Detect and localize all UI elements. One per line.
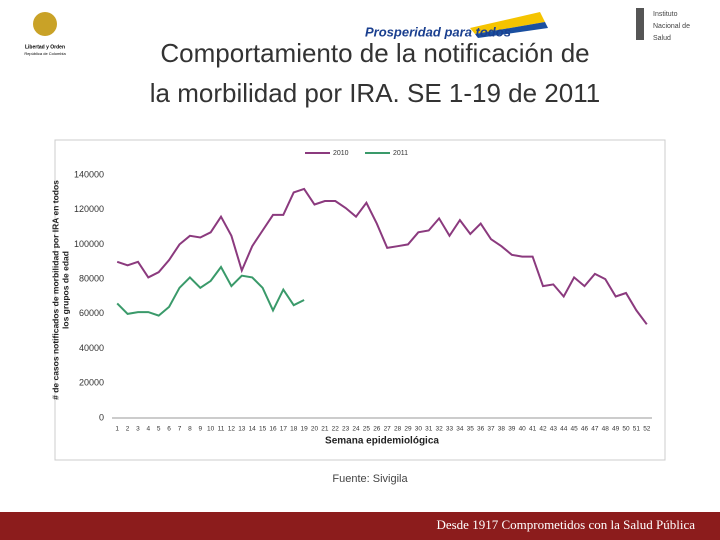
x-tick-label: 9 <box>198 426 202 433</box>
x-tick-label: 42 <box>539 426 547 433</box>
x-tick-label: 17 <box>280 426 288 433</box>
center-logo: Prosperidad para todos <box>365 12 548 39</box>
x-tick-label: 36 <box>477 426 485 433</box>
y-tick-label: 60000 <box>79 308 104 318</box>
left-logo: Libertad y Orden República de Colombia <box>24 12 66 56</box>
x-tick-label: 21 <box>321 426 329 433</box>
logo-text: República de Colombia <box>24 51 66 56</box>
x-tick-label: 31 <box>425 426 433 433</box>
x-tick-label: 10 <box>207 426 215 433</box>
plot: 0 20000 40000 60000 80000 100000 120000 140000 1… <box>50 150 652 447</box>
x-tick-label: 41 <box>529 426 537 433</box>
logo-text: Prosperidad para todos <box>365 24 511 39</box>
y-tick-label: 20000 <box>79 378 104 388</box>
chart-frame <box>54 139 666 461</box>
x-tick-label: 44 <box>560 426 568 433</box>
logo-text: Libertad y Orden <box>25 44 65 50</box>
y-tick-label: 0 <box>99 412 104 422</box>
x-tick-label: 35 <box>467 426 475 433</box>
right-logo: Instituto Nacional de Salud <box>636 8 690 42</box>
x-tick-label: 48 <box>602 426 610 433</box>
series-line <box>116 187 648 325</box>
x-tick-label: 2 <box>126 426 130 433</box>
footer-text: Desde 1917 Comprometidos con la Salud Pú… <box>436 517 695 532</box>
x-tick-label: 5 <box>157 426 161 433</box>
x-tick-label: 37 <box>487 426 495 433</box>
y-tick-label: 100000 <box>74 239 104 249</box>
x-tick-label: 29 <box>404 426 412 433</box>
x-tick-label: 14 <box>249 426 257 433</box>
slide-title: la morbilidad por IRA. SE 1-19 de 2011 <box>150 78 600 108</box>
series-line <box>116 265 305 317</box>
x-tick-label: 49 <box>612 426 620 433</box>
y-tick-label: 80000 <box>79 274 104 284</box>
legend-label: 2010 <box>333 150 349 157</box>
x-tick-label: 3 <box>136 426 140 433</box>
x-tick-label: 13 <box>238 426 246 433</box>
slide-title: Comportamiento de la notificación de <box>160 38 589 68</box>
logo-text: Salud <box>653 35 671 42</box>
footer-bar <box>0 512 720 540</box>
x-tick-label: 23 <box>342 426 350 433</box>
x-tick-label: 16 <box>269 426 277 433</box>
x-tick-label: 51 <box>633 426 641 433</box>
x-tick-label: 20 <box>311 426 319 433</box>
x-tick-label: 15 <box>259 426 267 433</box>
x-tick-label: 18 <box>290 426 298 433</box>
x-tick-label: 1 <box>115 426 119 433</box>
y-tick-label: 120000 <box>74 204 104 214</box>
flag <box>475 22 548 38</box>
x-tick-label: 28 <box>394 426 402 433</box>
x-tick-label: 45 <box>570 426 578 433</box>
logo-text: Nacional de <box>653 23 690 30</box>
y-tick-label: 140000 <box>74 169 104 179</box>
x-tick-label: 43 <box>550 426 558 433</box>
flag <box>470 12 545 34</box>
x-tick-label: 30 <box>415 426 423 433</box>
x-tick-label: 38 <box>498 426 506 433</box>
x-tick-label: 24 <box>352 426 360 433</box>
x-axis-label: Semana epidemiológica <box>325 436 439 447</box>
x-tick-label: 47 <box>591 426 599 433</box>
x-tick-label: 8 <box>188 426 192 433</box>
x-tick-label: 7 <box>178 426 182 433</box>
x-tick-label: 32 <box>435 426 443 433</box>
x-tick-label: 50 <box>622 426 630 433</box>
x-tick-label: 11 <box>218 426 225 433</box>
x-tick-label: 12 <box>228 426 236 433</box>
x-tick-label: 27 <box>384 426 392 433</box>
x-tick-label: 52 <box>643 426 651 433</box>
x-tick-label: 22 <box>332 426 340 433</box>
x-tick-label: 39 <box>508 426 516 433</box>
x-tick-label: 34 <box>456 426 464 433</box>
x-tick-label: 19 <box>300 426 308 433</box>
crest <box>33 12 57 36</box>
x-tick-label: 46 <box>581 426 589 433</box>
logo-text: Instituto <box>653 11 678 18</box>
source: Fuente: Sivigila <box>332 473 408 485</box>
x-tick-label: 6 <box>167 426 171 433</box>
y-axis-label: # de casos notificados de morbilidad por… <box>50 180 60 400</box>
x-tick-label: 26 <box>373 426 381 433</box>
x-tick-label: 40 <box>519 426 527 433</box>
logo-mark <box>636 8 644 40</box>
x-tick-label: 33 <box>446 426 454 433</box>
y-tick-label: 40000 <box>79 343 104 353</box>
x-tick-label: 25 <box>363 426 371 433</box>
legend-label: 2011 <box>393 150 408 157</box>
x-tick-label: 4 <box>147 426 151 433</box>
y-axis-label: los grupos de edad <box>60 251 70 329</box>
